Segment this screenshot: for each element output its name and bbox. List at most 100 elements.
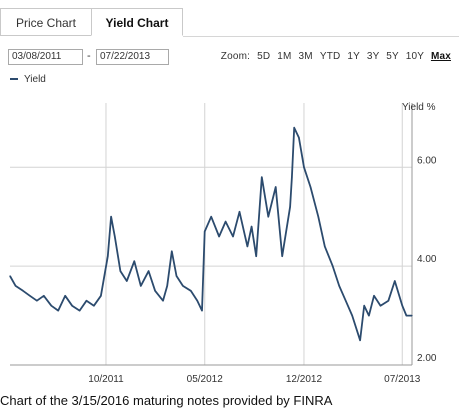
data-point <box>110 216 112 218</box>
zoom-10y[interactable]: 10Y <box>405 51 424 62</box>
zoom-5y[interactable]: 5Y <box>386 51 399 62</box>
date-from-field[interactable]: 03/08/2011 <box>8 49 83 65</box>
data-point <box>201 310 203 312</box>
data-point <box>411 314 413 317</box>
zoom-3m[interactable]: 3M <box>298 51 313 62</box>
data-point <box>298 137 300 139</box>
data-point <box>303 166 305 168</box>
data-point <box>267 216 269 218</box>
data-point <box>133 260 135 262</box>
chart-grid <box>10 103 412 366</box>
x-tick-label: 10/2011 <box>88 374 124 385</box>
x-tick-label: 05/2012 <box>187 374 224 385</box>
data-point <box>232 235 234 238</box>
tab-price-chart[interactable]: Price Chart <box>0 8 92 36</box>
chart-axes <box>10 103 413 366</box>
data-point <box>373 295 375 297</box>
data-point <box>387 300 389 302</box>
data-point <box>100 295 102 297</box>
data-point <box>368 314 370 317</box>
data-point <box>119 270 121 272</box>
data-point <box>196 300 198 302</box>
data-point <box>293 127 295 129</box>
data-point <box>190 290 192 292</box>
y-tick-label: 2.00 <box>417 353 437 364</box>
data-point <box>291 176 293 178</box>
data-point <box>379 305 382 307</box>
tab-underline <box>183 36 459 37</box>
chart-legend: Yield <box>10 74 46 85</box>
legend-label: Yield <box>24 74 46 85</box>
data-point <box>14 285 17 287</box>
data-point <box>250 225 253 228</box>
date-separator: - <box>87 50 91 62</box>
series-line-yield <box>9 126 412 342</box>
data-point <box>114 235 116 238</box>
data-point <box>29 295 31 297</box>
data-point <box>363 305 365 307</box>
data-point <box>57 310 59 312</box>
data-point <box>324 245 326 247</box>
data-point <box>50 305 52 307</box>
data-point <box>22 290 24 292</box>
tab-yield-chart[interactable]: Yield Chart <box>91 8 183 36</box>
chart-series <box>9 126 413 342</box>
data-point <box>338 285 340 287</box>
data-point <box>238 211 241 213</box>
data-point <box>162 300 164 302</box>
chart-labels: 10/2011 05/2012 12/2012 07/2013 2.00 4.00 6.00… <box>88 102 437 385</box>
data-point <box>140 285 142 287</box>
data-point <box>43 295 45 297</box>
data-point <box>175 275 178 277</box>
data-point <box>405 314 408 317</box>
data-point <box>148 270 150 272</box>
zoom-ytd[interactable]: YTD <box>319 51 341 62</box>
data-point <box>107 255 109 257</box>
chart-tabs: Price Chart Yield Chart <box>0 8 184 38</box>
legend-swatch <box>10 78 18 81</box>
data-point <box>166 285 168 287</box>
data-point <box>171 250 173 252</box>
y-tick-label: 6.00 <box>417 155 437 166</box>
data-point <box>394 280 396 282</box>
data-point <box>182 285 184 287</box>
zoom-max[interactable]: Max <box>430 51 451 62</box>
data-point <box>210 216 212 218</box>
data-point <box>317 216 319 218</box>
x-tick-label: 07/2013 <box>384 374 421 385</box>
data-point <box>36 300 38 302</box>
data-point <box>64 295 66 297</box>
zoom-3y[interactable]: 3Y <box>366 51 380 62</box>
data-point <box>71 305 73 307</box>
data-point <box>345 300 347 302</box>
zoom-label: Zoom: <box>220 51 251 62</box>
yield-chart: 10/2011 05/2012 12/2012 07/2013 2.00 4.00 6.00… <box>9 102 437 385</box>
zoom-controls: Zoom: 5D 1M 3M YTD 1Y 3Y 5Y 10Y Max <box>221 51 451 62</box>
chart-caption: Chart of the 3/15/2016 maturing notes pr… <box>0 393 333 408</box>
data-point <box>359 339 361 341</box>
data-point <box>85 300 88 302</box>
data-point <box>78 310 81 312</box>
data-point <box>126 280 128 282</box>
y-axis-label: Yield % <box>402 102 436 113</box>
data-point <box>154 290 156 292</box>
zoom-5d[interactable]: 5D <box>257 51 271 62</box>
data-point <box>218 235 220 238</box>
zoom-1m[interactable]: 1M <box>277 51 292 62</box>
data-point <box>9 275 11 277</box>
data-point <box>261 176 263 178</box>
data-point <box>401 305 403 307</box>
data-point <box>93 305 95 307</box>
data-point <box>309 186 312 188</box>
data-point <box>225 221 227 223</box>
data-point <box>246 245 248 247</box>
data-point <box>281 255 283 257</box>
x-tick-label: 12/2012 <box>286 374 323 385</box>
zoom-1y[interactable]: 1Y <box>347 51 360 62</box>
data-point <box>351 314 353 317</box>
date-to-field[interactable]: 07/22/2013 <box>96 49 169 65</box>
data-point <box>255 255 257 257</box>
data-point <box>204 230 206 233</box>
data-point <box>332 265 334 267</box>
data-point <box>289 206 291 208</box>
